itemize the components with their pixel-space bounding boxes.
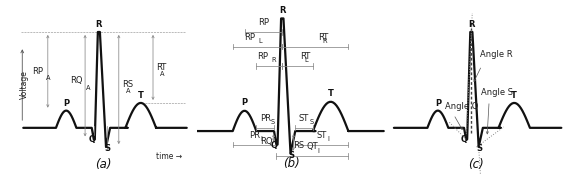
Text: (a): (a) xyxy=(95,158,111,171)
Text: A: A xyxy=(160,71,164,77)
Text: P: P xyxy=(63,99,69,108)
Text: PR: PR xyxy=(260,114,271,123)
Text: I: I xyxy=(260,136,263,142)
Text: ST: ST xyxy=(317,131,327,140)
Text: RT: RT xyxy=(156,63,166,72)
Text: Q: Q xyxy=(88,135,95,144)
Text: RQ: RQ xyxy=(260,137,273,146)
Text: S: S xyxy=(271,119,275,125)
Text: RS: RS xyxy=(293,141,305,150)
Text: ST: ST xyxy=(299,114,309,123)
Text: L: L xyxy=(259,38,263,44)
Text: RQ: RQ xyxy=(70,76,83,85)
Text: time →: time → xyxy=(156,152,182,161)
Text: L: L xyxy=(304,57,308,64)
Text: S: S xyxy=(309,119,313,125)
Text: A: A xyxy=(86,85,90,91)
Text: I: I xyxy=(317,147,319,154)
Text: P: P xyxy=(241,98,248,107)
Text: S: S xyxy=(289,151,295,160)
Text: RP: RP xyxy=(31,67,43,76)
Text: R: R xyxy=(279,6,285,15)
Text: RP: RP xyxy=(244,33,255,42)
Text: PR: PR xyxy=(249,131,260,140)
Text: T: T xyxy=(328,89,333,98)
Text: Angle R: Angle R xyxy=(480,50,513,59)
Text: S: S xyxy=(104,144,110,153)
Text: Q: Q xyxy=(271,141,277,150)
Text: A: A xyxy=(125,88,130,94)
Text: A: A xyxy=(46,75,51,81)
Text: Angle Q: Angle Q xyxy=(445,102,479,111)
Text: Angle S: Angle S xyxy=(480,88,513,97)
Text: R: R xyxy=(322,38,327,44)
Text: RT: RT xyxy=(317,33,328,42)
Text: I: I xyxy=(327,136,329,142)
Text: RP: RP xyxy=(258,18,269,27)
Text: R: R xyxy=(272,57,276,64)
Text: Voltage: Voltage xyxy=(20,70,29,99)
Text: QT: QT xyxy=(307,142,318,151)
Text: Q: Q xyxy=(460,135,467,144)
Text: RP: RP xyxy=(257,52,268,61)
Text: (b): (b) xyxy=(283,158,300,171)
Text: R: R xyxy=(468,20,475,29)
Text: S: S xyxy=(476,144,483,153)
Text: RT: RT xyxy=(300,52,310,61)
Text: P: P xyxy=(435,99,441,108)
Text: (c): (c) xyxy=(468,158,483,171)
Text: RS: RS xyxy=(122,80,133,89)
Text: R: R xyxy=(96,20,102,29)
Text: T: T xyxy=(138,91,144,100)
Text: T: T xyxy=(511,91,517,100)
